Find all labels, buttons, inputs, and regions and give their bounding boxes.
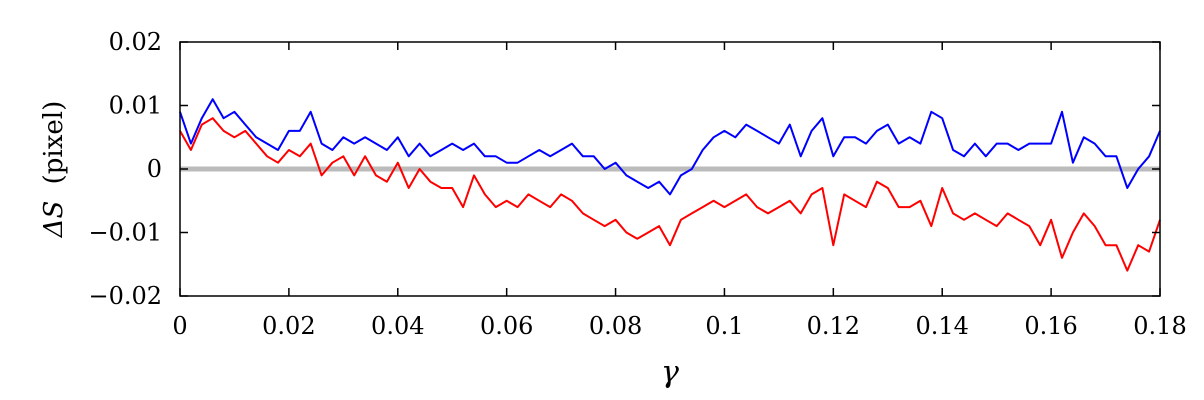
y-tick-label: 0.02 bbox=[109, 28, 162, 56]
x-axis-label: γ bbox=[661, 355, 679, 390]
series-line-1 bbox=[179, 98, 1161, 196]
x-tick-label: 0.16 bbox=[1024, 312, 1077, 340]
x-tick-label: 0.04 bbox=[371, 312, 424, 340]
y-axis-ticks: −0.02 −0.01 0 0.01 0.02 bbox=[88, 28, 1160, 310]
x-tick-label: 0.14 bbox=[916, 312, 969, 340]
x-tick-label: 0.08 bbox=[589, 312, 642, 340]
y-axis-label: ΔS (pixel) bbox=[39, 101, 69, 238]
x-tick-label: 0.02 bbox=[262, 312, 315, 340]
series-line-2 bbox=[179, 117, 1161, 272]
y-axis-label-unit: (pixel) bbox=[39, 101, 69, 185]
x-tick-label: 0 bbox=[172, 312, 187, 340]
y-tick-label: −0.02 bbox=[88, 282, 162, 310]
x-tick-label: 0.06 bbox=[480, 312, 533, 340]
y-axis-label-math: ΔS bbox=[39, 201, 69, 239]
series-group bbox=[179, 98, 1161, 272]
x-tick-label: 0.12 bbox=[807, 312, 860, 340]
x-axis-ticks: 0 0.02 0.04 0.06 0.08 0.1 0.12 0.14 0.16 0.18 bbox=[172, 42, 1187, 340]
x-tick-label: 0.18 bbox=[1133, 312, 1186, 340]
x-tick-label: 0.1 bbox=[705, 312, 743, 340]
y-tick-label: −0.01 bbox=[88, 219, 162, 247]
y-tick-label: 0 bbox=[147, 155, 162, 183]
y-tick-label: 0.01 bbox=[109, 92, 162, 120]
